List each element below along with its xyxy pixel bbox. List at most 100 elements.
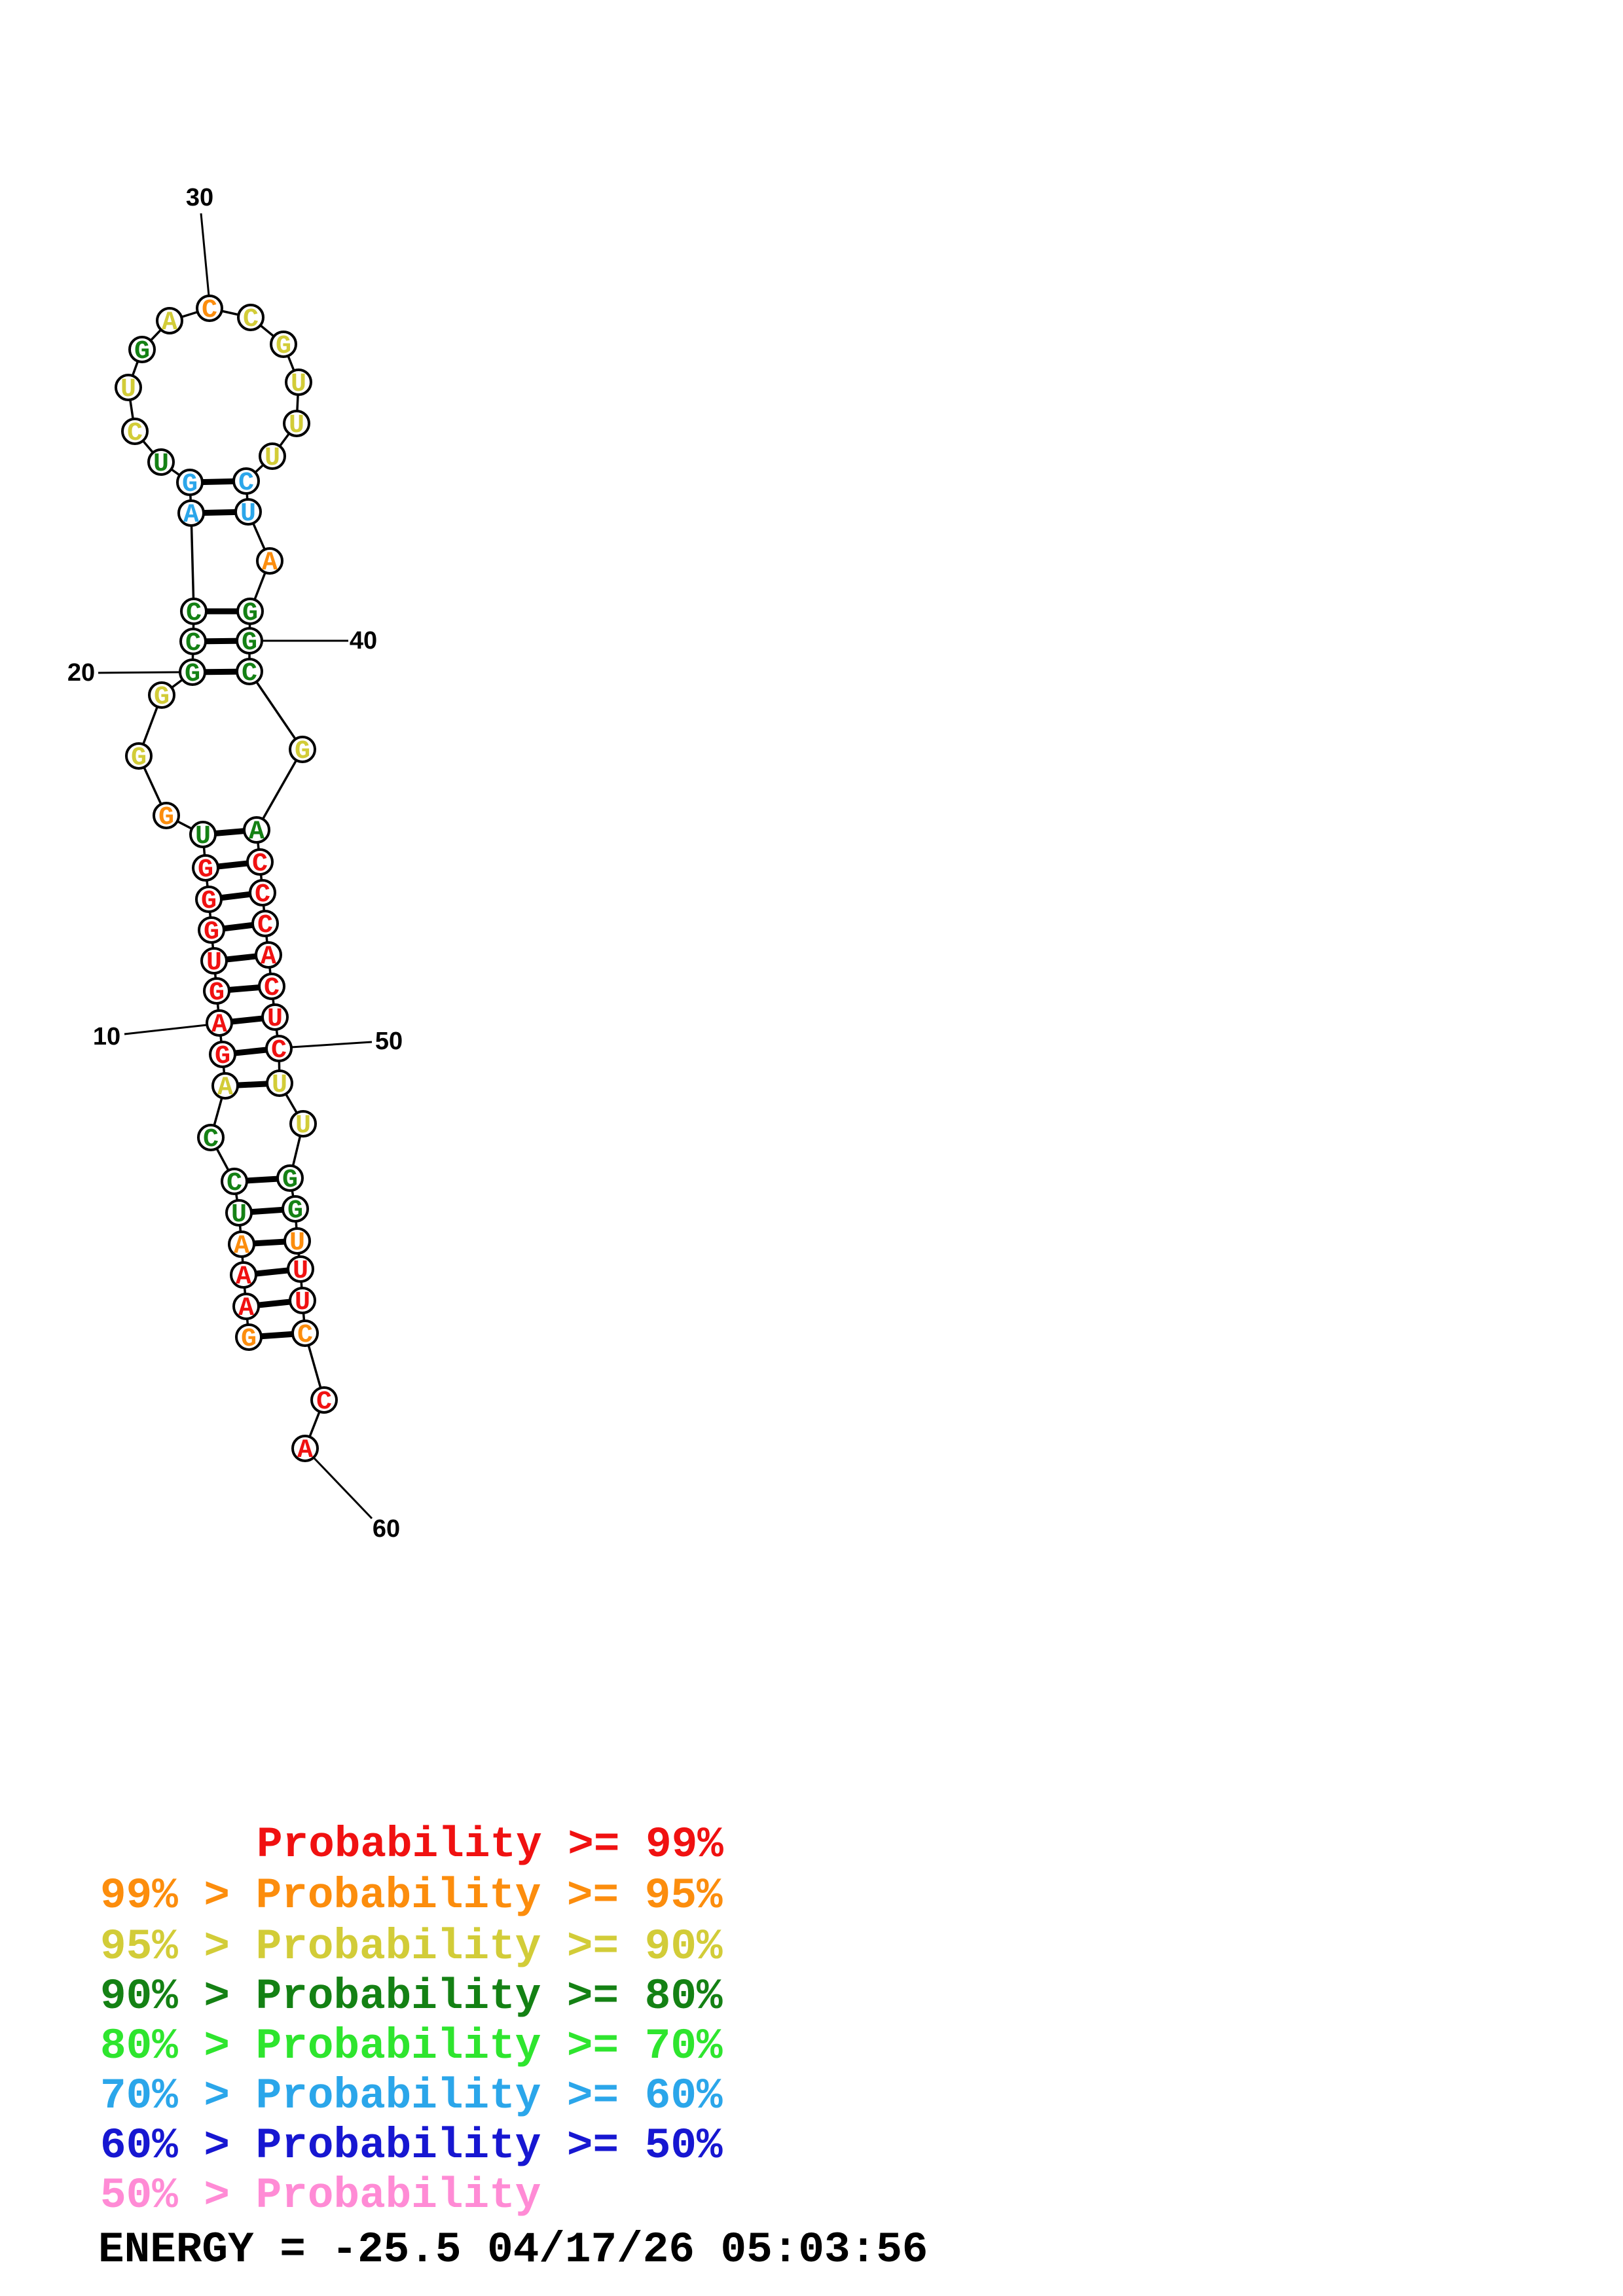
nucleotide-base-letter: U [120, 375, 136, 404]
nucleotide-circle [289, 1110, 317, 1138]
legend-row-1: Probability >= 99% [257, 1820, 723, 1869]
nucleotide-circle [211, 1072, 239, 1100]
nucleotide-35-U: U [259, 442, 286, 473]
nucleotide-20-G: G [179, 658, 206, 689]
energy-text: ENERGY = -25.5 04/17/26 05:03:56 [98, 2225, 928, 2274]
nucleotide-base-letter: A [211, 1011, 227, 1040]
nucleotide-58-C: C [291, 1319, 319, 1350]
legend-row-5: 80% > Probability >= 70% [100, 2022, 723, 2071]
nucleotide-circle [283, 410, 310, 437]
nucleotide-57-U: U [289, 1287, 316, 1318]
nucleotide-base-letter: C [242, 659, 257, 689]
nucleotide-base-letter: C [238, 469, 254, 498]
nucleotide-base-letter: U [231, 1200, 247, 1230]
nucleotide-base-letter: U [240, 499, 256, 529]
nucleotide-40-G: G [236, 627, 263, 658]
nucleotide-56-U: U [287, 1255, 314, 1286]
nucleotide-base-letter: C [185, 629, 201, 658]
nucleotide-base-letter: A [234, 1232, 249, 1261]
nucleotide-base-letter: U [289, 1229, 305, 1258]
nucleotide-base-letter: G [287, 1196, 303, 1226]
position-label-40: 40 [350, 627, 377, 655]
nucleotide-base-letter: U [289, 411, 304, 440]
backbone-segment [248, 671, 304, 750]
nucleotide-50-C: C [265, 1035, 293, 1066]
nucleotide-circle [176, 469, 204, 496]
nucleotide-base-letter: G [198, 855, 213, 885]
nucleotide-circle [246, 848, 274, 876]
nucleotide-8-A: A [211, 1072, 239, 1103]
legend-row-3: 95% > Probability >= 90% [100, 1922, 723, 1971]
nucleotide-base-letter: G [154, 683, 170, 712]
nucleotide-42-G: G [289, 736, 316, 766]
nucleotide-51-U: U [266, 1069, 293, 1100]
nucleotide-26-C: C [121, 418, 149, 448]
nucleotide-32-G: G [270, 331, 297, 361]
nucleotide-base-letter: G [185, 660, 200, 689]
nucleotide-base-letter: G [204, 918, 219, 947]
nucleotide-base-letter: A [236, 1263, 251, 1292]
nucleotide-base-letter: U [153, 450, 169, 479]
nucleotide-circle [291, 1435, 319, 1462]
nucleotide-base-letter: G [158, 803, 174, 833]
nucleotide-base-letter: U [295, 1111, 311, 1141]
nucleotide-circle [276, 1164, 304, 1192]
nucleotide-24-G: G [176, 469, 204, 499]
nucleotide-circle [255, 941, 282, 969]
nucleotide-base-letter: C [252, 850, 268, 879]
nucleotide-19-G: G [148, 681, 175, 712]
nucleotide-base-letter: U [295, 1288, 310, 1318]
position-label-20: 20 [67, 659, 95, 687]
position-label-line [312, 1456, 373, 1520]
nucleotide-base-letter: A [238, 1294, 254, 1323]
nucleotide-29-A: A [156, 307, 183, 338]
nucleotide-11-G: G [203, 977, 230, 1008]
nucleotide-circle [256, 547, 283, 575]
nucleotide-base-letter: G [201, 887, 217, 916]
nucleotide-base-letter: G [209, 978, 225, 1008]
nucleotide-circle [283, 1227, 311, 1255]
nucleotide-4-A: A [228, 1230, 255, 1261]
nucleotide-9-G: G [209, 1041, 236, 1071]
position-labels: 10 20 30 40 50 60 [67, 184, 403, 1543]
nucleotide-52-U: U [289, 1110, 317, 1141]
backbone-segment [190, 512, 195, 612]
nucleotide-circle [115, 374, 142, 401]
nucleotide-15-G: G [192, 854, 219, 885]
nucleotide-circle [291, 1319, 319, 1347]
nucleotide-circle [251, 910, 279, 937]
nucleotide-circle [221, 1168, 248, 1195]
nucleotide-base-letter: C [186, 599, 202, 628]
position-label-10: 10 [93, 1023, 120, 1050]
probability-legend: Probability >= 99%99% > Probability >= 9… [100, 1820, 723, 2220]
nucleotide-base-letter: C [202, 296, 217, 325]
nucleotide-base-letter: G [182, 470, 198, 499]
nucleotide-33-U: U [285, 368, 312, 399]
nucleotide-36-C: C [232, 467, 260, 498]
nucleotide-base-letter: G [295, 737, 310, 766]
nucleotide-base-letter: C [203, 1125, 219, 1155]
nucleotide-48-C: C [258, 973, 285, 1003]
nucleotide-16-U: U [189, 821, 217, 852]
nucleotide-base-letter: A [162, 308, 177, 338]
nucleotide-circle [258, 973, 285, 1000]
nucleotide-circle [179, 628, 207, 655]
nucleotide-14-G: G [195, 886, 223, 916]
nucleotide-30-C: C [196, 295, 223, 325]
nucleotide-circle [237, 304, 264, 331]
nucleotide-circle [270, 331, 297, 358]
nucleotide-circle [249, 879, 276, 906]
nucleotide-53-G: G [276, 1164, 304, 1195]
nucleotide-base-letter: U [206, 948, 222, 978]
nucleotide-43-A: A [243, 816, 270, 847]
nucleotide-circle [282, 1195, 309, 1223]
nucleotide-base-letter: C [243, 305, 259, 334]
nucleotide-39-G: G [236, 598, 264, 628]
nucleotide-base-letter: C [127, 419, 143, 448]
position-label-leader-lines [98, 213, 373, 1520]
nucleotide-12-U: U [200, 947, 228, 978]
nucleotide-circle [232, 1293, 260, 1320]
